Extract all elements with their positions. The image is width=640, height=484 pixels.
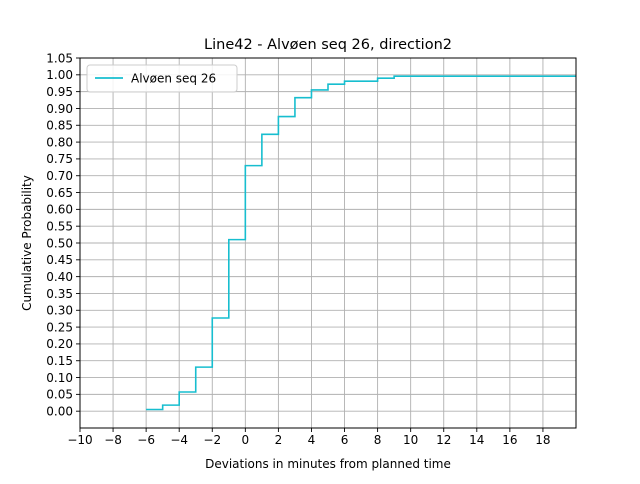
y-tick-label: 0.95 <box>46 85 73 99</box>
series-line <box>146 75 576 411</box>
x-tick-label: 8 <box>374 433 382 447</box>
x-tick-label: 6 <box>341 433 349 447</box>
x-axis-label: Deviations in minutes from planned time <box>205 457 451 471</box>
y-tick-label: 0.90 <box>46 102 73 116</box>
x-tick-label: −4 <box>170 433 188 447</box>
x-tick-label: 14 <box>469 433 484 447</box>
x-tick-label: 16 <box>502 433 517 447</box>
y-tick-label: 0.70 <box>46 169 73 183</box>
y-tick-label: 0.00 <box>46 404 73 418</box>
x-tick-label: −6 <box>137 433 155 447</box>
series-layer <box>146 75 576 411</box>
y-tick-label: 1.05 <box>46 51 73 65</box>
legend-label: Alvøen seq 26 <box>131 72 216 86</box>
y-tick-label: 0.20 <box>46 337 73 351</box>
y-tick-label: 0.50 <box>46 236 73 250</box>
x-tick-label: −2 <box>203 433 221 447</box>
legend: Alvøen seq 26 <box>86 64 238 93</box>
y-tick-label: 0.25 <box>46 320 73 334</box>
y-tick-label: 0.55 <box>46 219 73 233</box>
y-tick-label: 0.80 <box>46 135 73 149</box>
y-tick-label: 0.30 <box>46 304 73 318</box>
y-axis-label: Cumulative Probability <box>20 175 34 311</box>
chart-title: Line42 - Alvøen seq 26, direction2 <box>204 37 452 53</box>
x-axis-ticks: −10 −8 −6 −4 −2 0 2 4 6 8 10 12 14 16 18 <box>67 428 551 447</box>
y-tick-label: 0.45 <box>46 253 73 267</box>
y-tick-label: 0.40 <box>46 270 73 284</box>
x-tick-label: −8 <box>104 433 122 447</box>
x-tick-label: 10 <box>403 433 418 447</box>
x-tick-label: 2 <box>275 433 283 447</box>
y-axis-ticks: 0.00 0.05 0.10 0.15 0.20 0.25 0.30 0.35 0.40 0.45… <box>46 51 80 418</box>
x-tick-label: 0 <box>242 433 250 447</box>
y-tick-label: 0.05 <box>46 388 73 402</box>
gridlines <box>79 57 576 428</box>
y-tick-label: 0.65 <box>46 186 73 200</box>
y-tick-label: 0.15 <box>46 354 73 368</box>
x-tick-label: 12 <box>436 433 451 447</box>
x-tick-label: 18 <box>535 433 550 447</box>
x-tick-label: 4 <box>308 433 316 447</box>
x-tick-label: −10 <box>67 433 92 447</box>
y-tick-label: 1.00 <box>46 68 73 82</box>
y-tick-label: 0.60 <box>46 203 73 217</box>
legend-box <box>86 64 238 93</box>
y-tick-label: 0.75 <box>46 152 73 166</box>
y-tick-label: 0.35 <box>46 287 73 301</box>
y-tick-label: 0.10 <box>46 371 73 385</box>
y-tick-label: 0.85 <box>46 119 73 133</box>
